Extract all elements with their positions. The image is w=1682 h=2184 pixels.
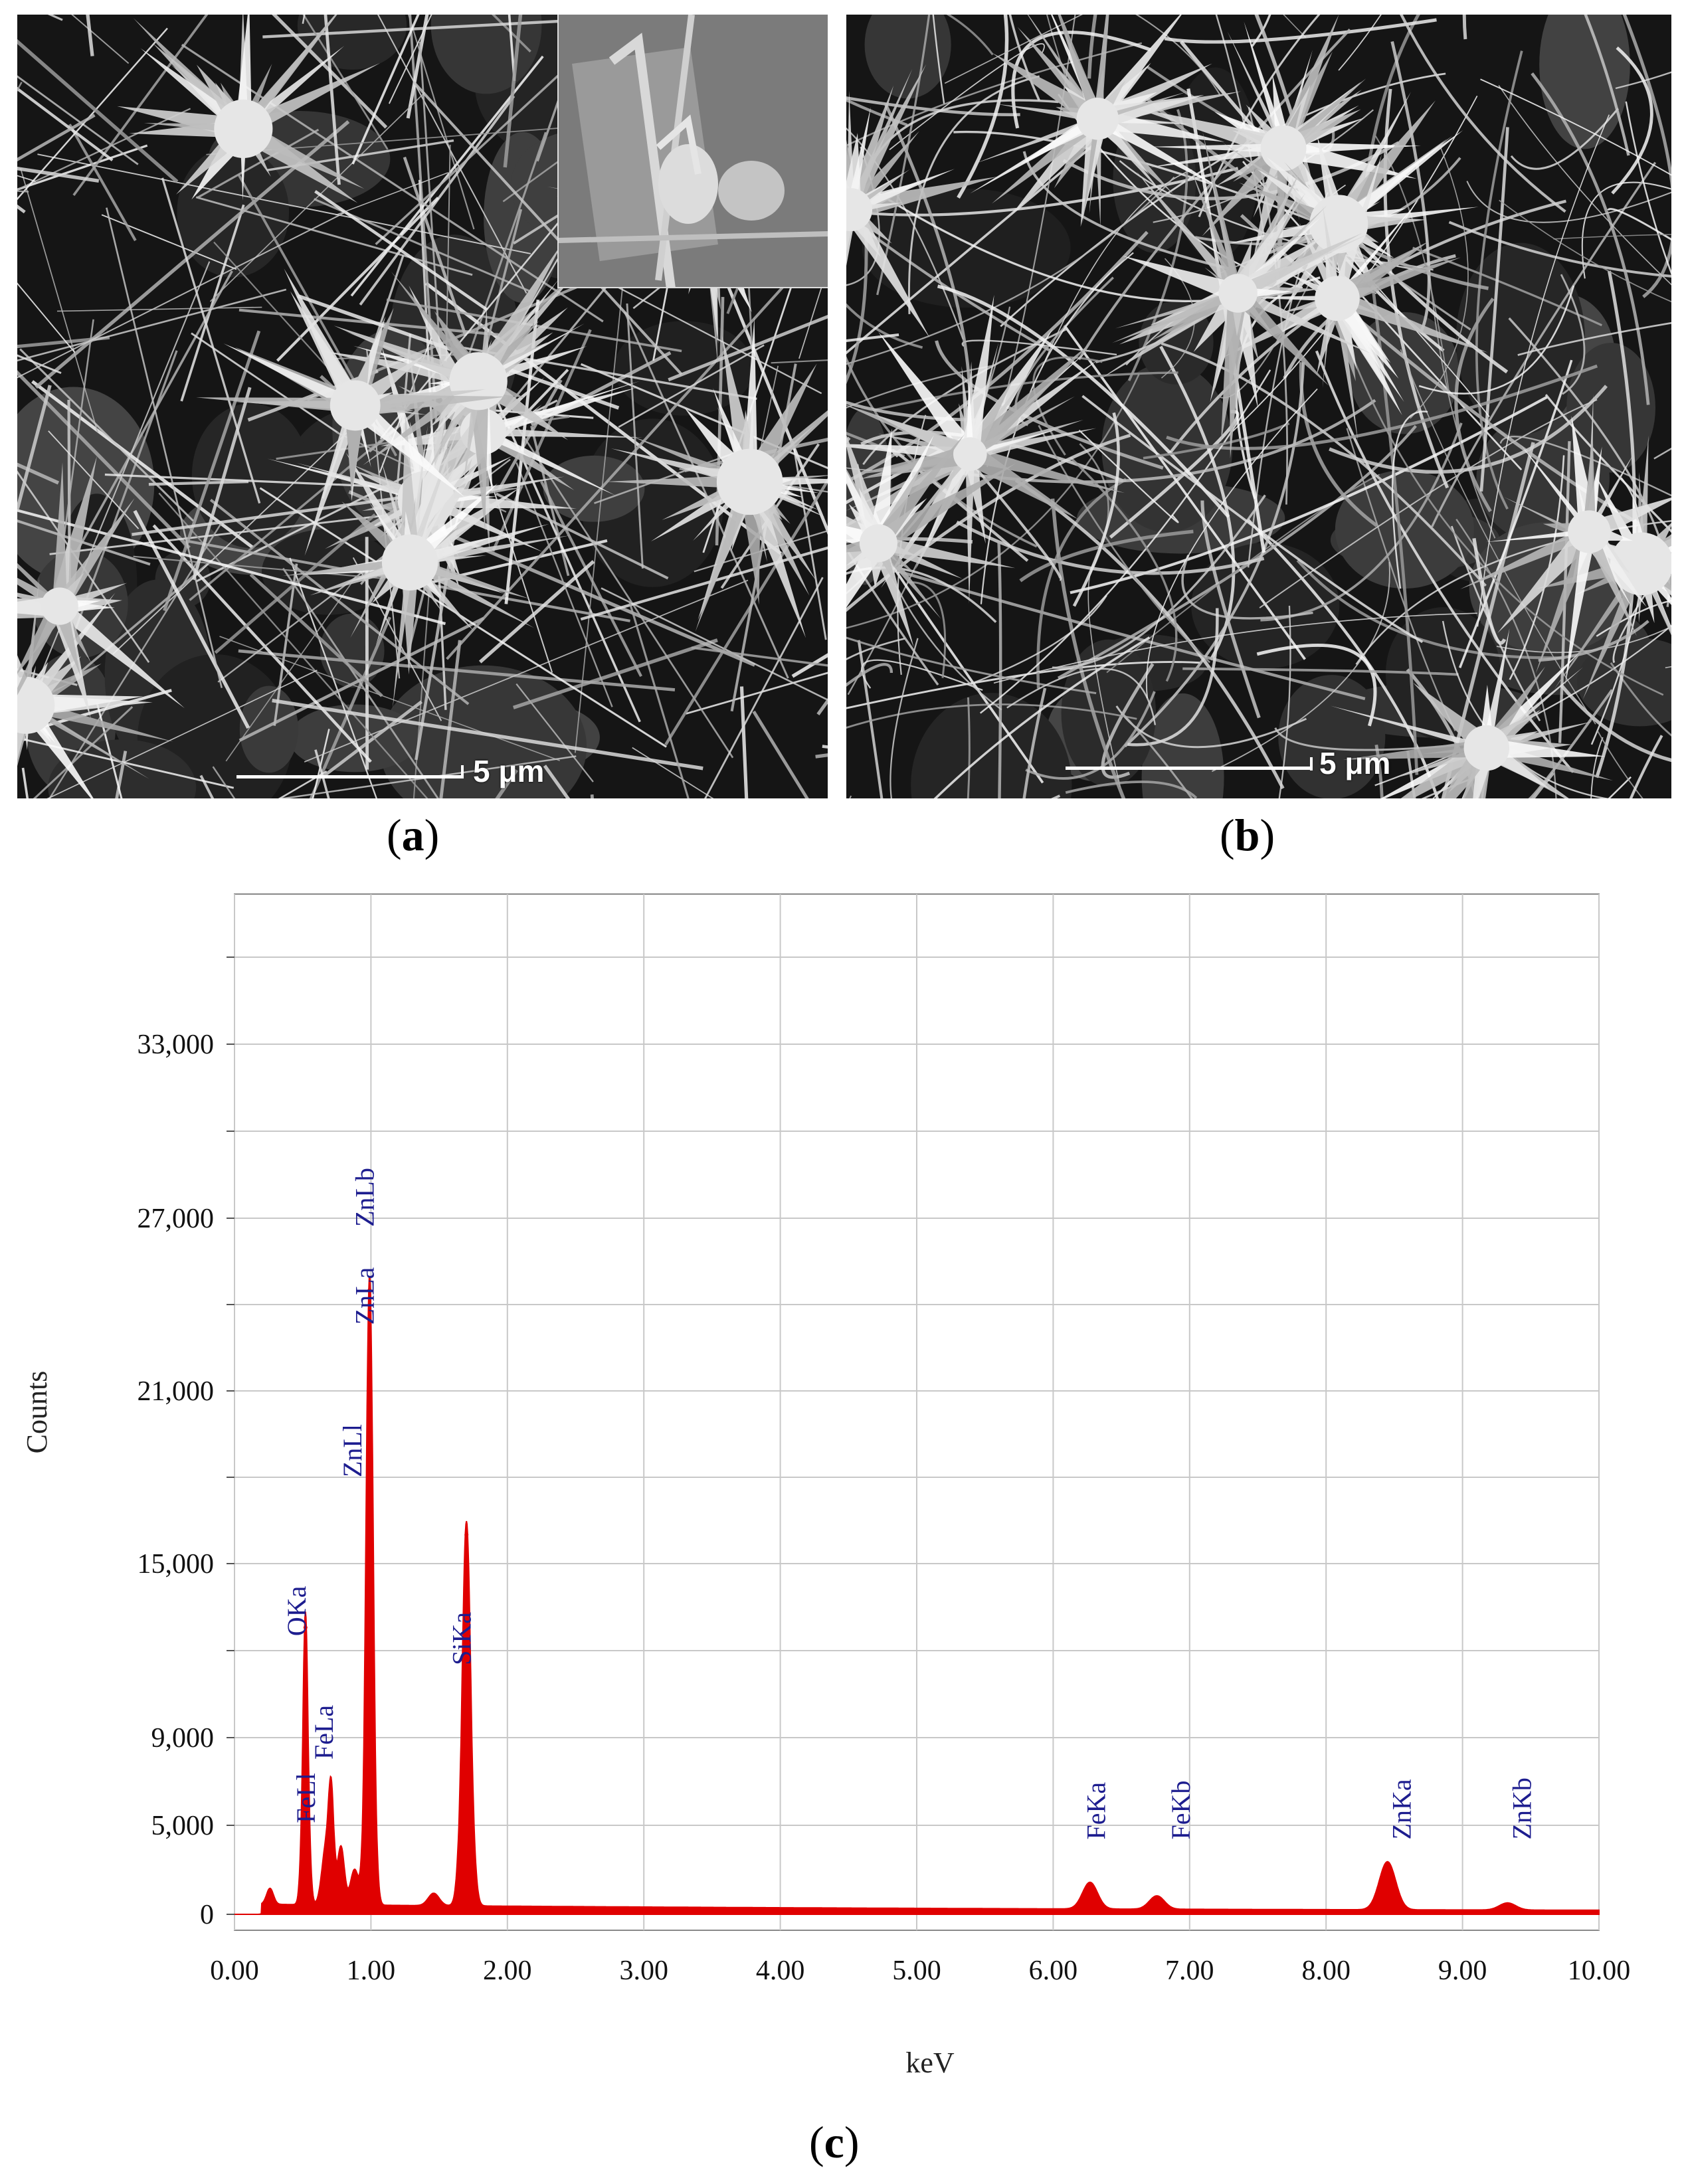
y-tick-label: 5,000 — [151, 1811, 215, 1841]
scale-bar-tick-a — [461, 765, 464, 778]
panel-label-c: (c) — [809, 2117, 860, 2167]
spectrum-peak — [268, 1896, 272, 1900]
x-tick-label: 7.00 — [1165, 1956, 1214, 1986]
scale-bar-a — [236, 775, 462, 778]
x-tick-label: 3.00 — [619, 1956, 668, 1986]
y-axis-title: Counts — [21, 1371, 53, 1454]
scale-bar-label-a: 5 μm — [473, 754, 545, 788]
x-tick-label: 10.00 — [1568, 1956, 1631, 1986]
spectrum-peak — [367, 1288, 372, 1293]
y-tick-label: 0 — [200, 1900, 214, 1930]
y-tick-label: 33,000 — [138, 1030, 215, 1060]
sem-texture-b — [846, 15, 1671, 798]
spectrum-peak — [464, 1532, 469, 1537]
x-tick-label: 8.00 — [1301, 1956, 1351, 1986]
peak-label: OKa — [282, 1586, 312, 1636]
eds-spectrum-chart: 0.00 1.00 2.00 3.00 4.00 5.00 6.00 7.00 8.00 9.00… — [0, 864, 1682, 2184]
spectrum-peak — [431, 1900, 436, 1904]
y-tick-label: 27,000 — [138, 1204, 215, 1234]
x-tick-label: 6.00 — [1029, 1956, 1078, 1986]
peak-label: FeKa — [1081, 1782, 1111, 1840]
x-tick-label: 2.00 — [483, 1956, 532, 1986]
x-tick-label: 4.00 — [756, 1956, 805, 1986]
scale-bar-b — [1066, 767, 1311, 770]
inset-zoom-a — [557, 15, 828, 288]
spectrum-peak — [1385, 1864, 1390, 1868]
x-tick-label: 1.00 — [347, 1956, 396, 1986]
scale-bar-label-b: 5 μm — [1319, 746, 1391, 780]
panel-label-b: (b) — [1220, 810, 1275, 860]
spectrum-area — [234, 1276, 1600, 1915]
spectrum-peak — [1087, 1885, 1092, 1890]
x-tick-label: 9.00 — [1438, 1956, 1487, 1986]
peak-label: FeLl — [291, 1773, 321, 1823]
y-tick-label: 21,000 — [138, 1376, 215, 1407]
peak-label: ZnKa — [1387, 1779, 1417, 1839]
panel-label-a: (a) — [387, 810, 440, 860]
peak-label: ZnLb — [350, 1168, 380, 1227]
scale-bar-tick-b — [1310, 757, 1313, 771]
peak-label: FeLa — [309, 1705, 339, 1760]
y-tick-label: 15,000 — [138, 1549, 215, 1580]
peak-label: ZnLl — [337, 1424, 367, 1477]
y-tick-label: 9,000 — [151, 1723, 215, 1754]
spectrum-peak — [303, 1625, 308, 1630]
x-tick-label: 5.00 — [892, 1956, 941, 1986]
sem-image-b: 5 μm — [846, 15, 1671, 798]
spectrum-peak — [339, 1853, 343, 1858]
x-axis-title: keV — [905, 2047, 955, 2079]
spectrum-peak — [1155, 1898, 1159, 1903]
sem-image-a: 5 μm — [17, 15, 828, 798]
inset-texture — [559, 15, 828, 287]
peak-label: SiKa — [446, 1612, 476, 1665]
peak-label: FeKb — [1166, 1781, 1196, 1840]
x-tick-label: 0.00 — [210, 1956, 259, 1986]
peak-label: ZnLa — [350, 1267, 380, 1324]
spectrum-peak — [324, 1855, 328, 1860]
eds-spectrum-svg: 0.00 1.00 2.00 3.00 4.00 5.00 6.00 7.00 8.00 9.00… — [21, 893, 1631, 2079]
spectrum-peak — [329, 1819, 333, 1823]
spectrum-peak — [352, 1876, 357, 1881]
spectrum-peak — [1505, 1905, 1510, 1910]
peak-label: ZnKb — [1507, 1777, 1537, 1839]
